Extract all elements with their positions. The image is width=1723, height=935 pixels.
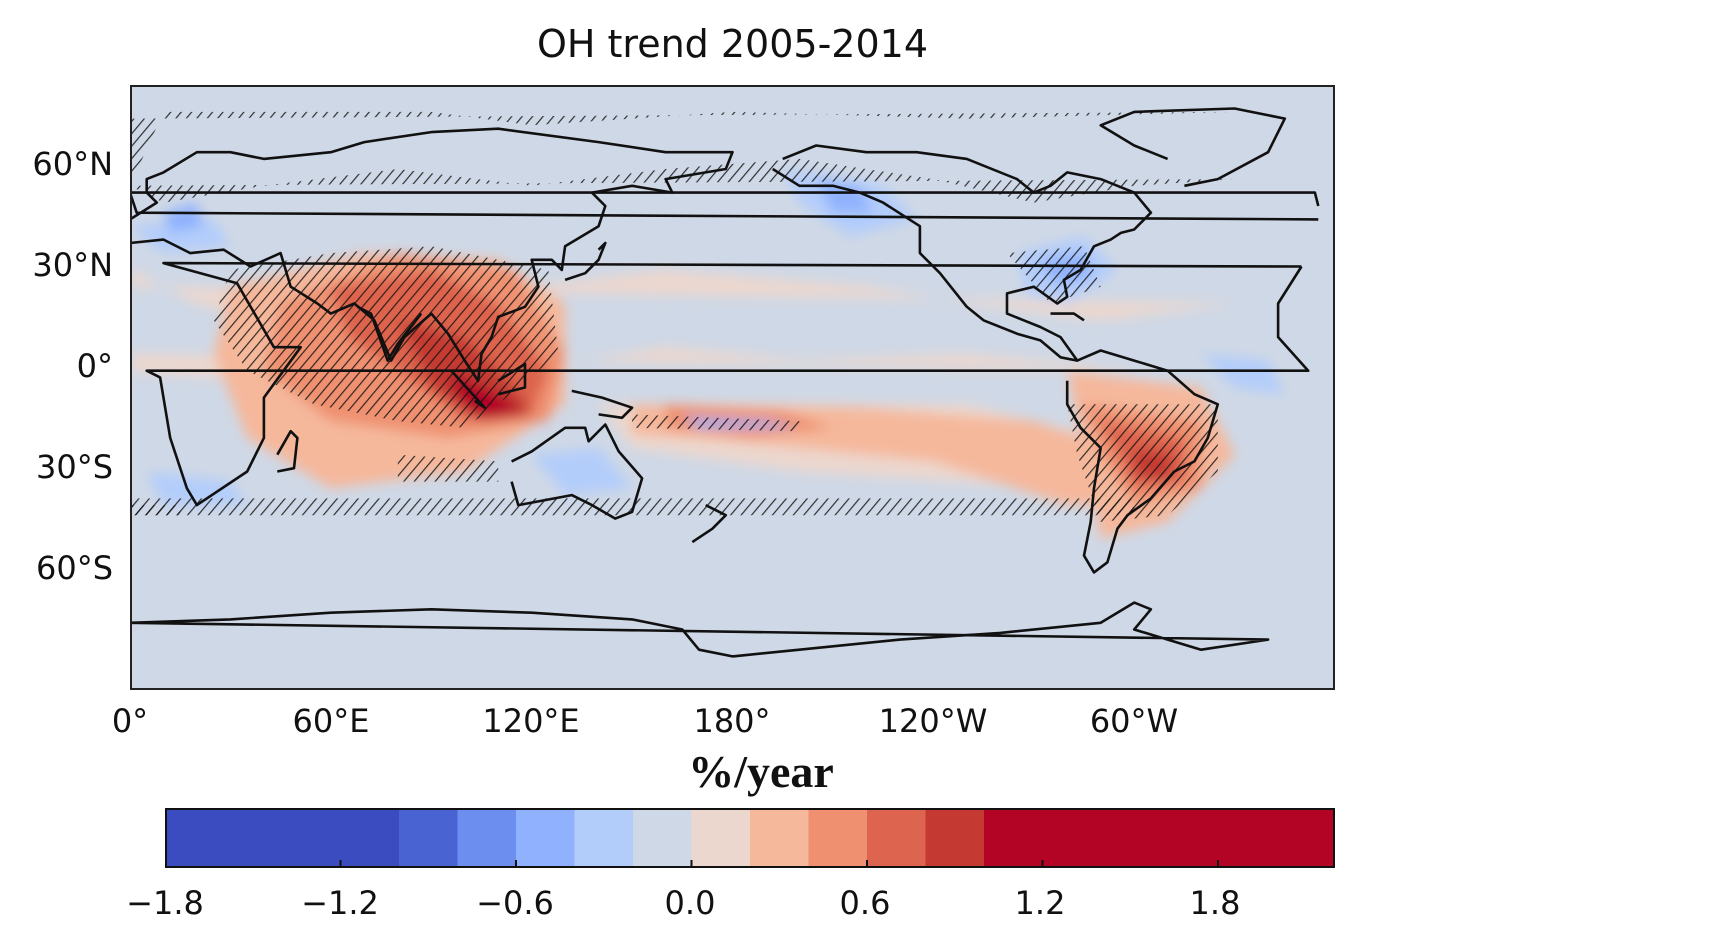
coastline-layer — [130, 107, 1320, 658]
trend-patch-19 — [531, 448, 633, 496]
hatch-region-4 — [130, 505, 181, 516]
colorbar-tick-m06: −0.6 — [476, 884, 554, 922]
coastline-2 — [357, 305, 423, 362]
lon-tick-180: 180° — [693, 702, 771, 740]
map-svg — [130, 85, 1335, 690]
lat-tick-30s: 30°S — [35, 448, 113, 486]
coastline-3 — [130, 191, 1320, 221]
colorbar-tick-18: 1.8 — [1189, 884, 1241, 922]
hatch-region-3 — [130, 498, 1135, 516]
colorbar-segment-8 — [808, 808, 868, 868]
trend-patch-18 — [130, 219, 231, 254]
colorbar-tick-m18: −1.8 — [126, 884, 204, 922]
coastline-9 — [571, 389, 634, 420]
hatch-region-6 — [1007, 246, 1101, 304]
colorbar-svg — [164, 808, 1336, 868]
colorbar-segment-9 — [867, 808, 926, 868]
lat-tick-30n: 30°N — [32, 246, 113, 284]
coastline-5 — [510, 423, 644, 520]
hatch-region-5 — [632, 414, 800, 432]
colorbar-segment-7 — [750, 808, 809, 868]
lat-tick-0: 0° — [76, 347, 113, 385]
coastline-1 — [130, 127, 734, 383]
chart-title: OH trend 2005-2014 — [536, 22, 929, 66]
coastline-14 — [1050, 312, 1085, 322]
lon-tick-120e: 120°E — [482, 702, 580, 740]
coastline-7 — [450, 369, 487, 410]
lon-tick-60w: 60°W — [1089, 702, 1179, 740]
colorbar-tick-12: 1.2 — [1014, 884, 1066, 922]
colorbar-segment-5 — [633, 808, 692, 868]
colorbar-tick-m12: −1.2 — [301, 884, 379, 922]
trend-patch-21 — [163, 202, 204, 233]
colorbar-segment-3 — [516, 808, 575, 868]
trend-patch-15 — [146, 471, 248, 506]
lon-tick-120w: 120°W — [878, 702, 988, 740]
colorbar-segment-6 — [691, 808, 751, 868]
colorbar-tick-06: 0.6 — [839, 884, 891, 922]
trend-patch-20 — [1201, 353, 1285, 395]
lat-tick-60n: 60°N — [32, 145, 113, 183]
coastline-15 — [130, 601, 1270, 658]
colorbar-border — [165, 808, 1335, 868]
colorbar-segment-4 — [574, 808, 634, 868]
colorbar-segment-1 — [399, 808, 458, 868]
coastline-13 — [1065, 349, 1220, 574]
coastline-8 — [497, 362, 527, 396]
lat-tick-60s: 60°S — [35, 549, 113, 587]
oh-trend-map — [130, 85, 1335, 690]
map-border — [130, 85, 1335, 690]
colorbar-label: %/year — [688, 746, 834, 797]
lon-tick-60e: 60°E — [292, 702, 370, 740]
coastline-6 — [691, 503, 728, 544]
colorbar-tick-00: 0.0 — [664, 884, 716, 922]
hatch-region-2 — [1067, 404, 1218, 522]
colorbar-segment-2 — [457, 808, 517, 868]
colorbar-segment-11 — [984, 808, 1336, 868]
colorbar — [164, 808, 1336, 868]
hatch-region-0 — [130, 111, 1235, 203]
coastline-4 — [276, 429, 299, 473]
coastline-0 — [145, 261, 1310, 507]
hatch-region-7 — [397, 454, 499, 482]
coastline-10 — [564, 241, 607, 282]
colorbar-segment-10 — [925, 808, 985, 868]
coastline-12 — [1099, 107, 1287, 188]
colorbar-segment-0 — [165, 808, 400, 868]
coastline-11 — [772, 144, 1153, 362]
lon-tick-0: 0° — [111, 702, 149, 740]
trend-patch-22 — [816, 179, 874, 213]
